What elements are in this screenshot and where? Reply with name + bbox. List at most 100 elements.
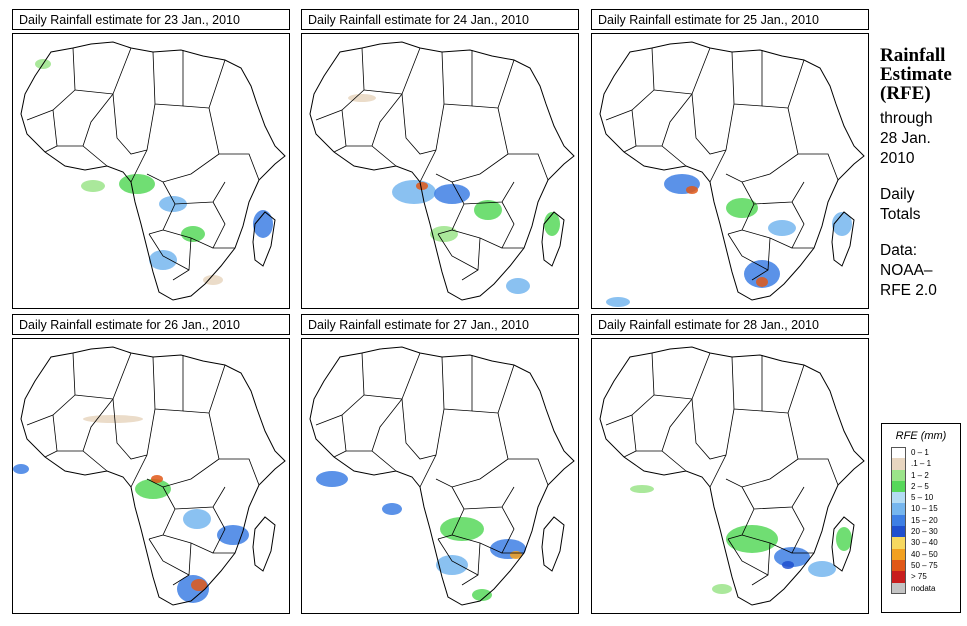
country-border xyxy=(497,412,549,486)
legend-item: 1 – 2 xyxy=(882,469,960,481)
map-panel-23-jan: Daily Rainfall estimate for 23 Jan., 201… xyxy=(12,9,290,309)
country-border xyxy=(653,47,711,95)
legend-item: 20 – 30 xyxy=(882,526,960,538)
rainfall-patch xyxy=(630,485,654,493)
country-border xyxy=(435,153,509,183)
country-border xyxy=(437,538,479,576)
panel-title: Daily Rainfall estimate for 24 Jan., 201… xyxy=(301,9,579,30)
country-border xyxy=(44,414,58,458)
africa-map xyxy=(309,346,575,606)
country-border xyxy=(761,59,805,109)
country-border xyxy=(130,103,156,183)
rainfall-patch xyxy=(434,184,470,204)
legend-swatch xyxy=(891,514,906,527)
rainfall-patch xyxy=(149,250,177,270)
through-label: through xyxy=(880,110,933,127)
country-border xyxy=(661,93,693,147)
country-border xyxy=(74,352,132,400)
main-title-line3: (RFE) xyxy=(880,83,931,104)
country-border xyxy=(363,352,421,400)
rainfall-patch xyxy=(382,503,402,515)
rainfall-patch xyxy=(217,525,249,545)
country-border xyxy=(401,93,437,155)
country-border xyxy=(152,355,184,412)
country-border xyxy=(148,233,190,271)
data-source-line1: NOAA– xyxy=(880,262,933,279)
africa-coastline xyxy=(20,346,286,606)
rainfall-map xyxy=(591,338,869,614)
country-border xyxy=(623,414,637,458)
country-border xyxy=(315,352,365,426)
africa-coastline xyxy=(599,41,865,301)
legend-label: 0 – 1 xyxy=(911,448,929,457)
map-panel-25-jan: Daily Rainfall estimate for 25 Jan., 201… xyxy=(591,9,869,309)
country-border xyxy=(26,47,76,121)
rainfall-patch xyxy=(191,579,207,591)
legend-item: 40 – 50 xyxy=(882,548,960,560)
rainfall-patch xyxy=(474,200,502,220)
africa-map xyxy=(309,41,575,301)
country-border xyxy=(371,93,403,147)
country-border xyxy=(461,237,481,281)
legend-label: 40 – 50 xyxy=(911,549,938,559)
rainfall-patch xyxy=(440,517,484,541)
rainfall-overlay xyxy=(13,415,249,603)
country-border xyxy=(691,398,727,460)
legend-label: 30 – 40 xyxy=(911,538,938,548)
country-border xyxy=(497,107,549,181)
country-borders xyxy=(309,41,575,301)
country-border xyxy=(130,408,156,488)
country-border xyxy=(371,398,403,452)
country-border xyxy=(146,458,220,488)
country-border xyxy=(437,233,479,271)
rainfall-patch xyxy=(782,561,794,569)
country-border xyxy=(741,181,805,205)
legend-item: 30 – 40 xyxy=(882,537,960,549)
country-border xyxy=(82,398,114,452)
rainfall-patch xyxy=(416,182,428,190)
through-date: 28 Jan. xyxy=(880,130,931,147)
country-border xyxy=(441,50,473,107)
rainfall-patch xyxy=(203,275,223,285)
country-border xyxy=(451,229,503,249)
africa-coastline xyxy=(309,346,575,606)
legend-label: 10 – 15 xyxy=(911,504,938,514)
legend-swatch xyxy=(891,503,906,515)
legend-swatch xyxy=(891,571,906,583)
madagascar-outline xyxy=(831,516,855,572)
side-description: Rainfall Estimate (RFE) through 28 Jan. … xyxy=(880,46,966,301)
country-border xyxy=(636,145,687,167)
panel-title: Daily Rainfall estimate for 27 Jan., 201… xyxy=(301,314,579,335)
main-title-line2: Estimate xyxy=(880,64,952,85)
country-border xyxy=(623,109,637,153)
daily-label: Daily xyxy=(880,186,915,203)
country-border xyxy=(727,538,769,576)
rainfall-patch xyxy=(832,212,852,236)
legend-title: RFE (mm) xyxy=(895,430,947,442)
country-border xyxy=(152,50,184,107)
country-borders xyxy=(20,346,286,606)
country-border xyxy=(315,47,365,121)
rainfall-patch xyxy=(756,277,768,287)
rainfall-patch xyxy=(686,186,698,194)
map-panel-27-jan: Daily Rainfall estimate for 27 Jan., 201… xyxy=(301,314,579,614)
country-border xyxy=(741,486,805,510)
legend-item: 50 – 75 xyxy=(882,559,960,572)
country-border xyxy=(333,414,347,458)
legend-label: 5 – 10 xyxy=(911,493,934,503)
country-border xyxy=(112,93,148,155)
country-border xyxy=(333,109,347,153)
country-border xyxy=(212,506,235,554)
africa-map xyxy=(599,41,865,307)
legend-swatch xyxy=(891,492,906,504)
country-border xyxy=(731,355,763,412)
country-border xyxy=(148,508,176,540)
country-border xyxy=(787,412,839,486)
rainfall-patch xyxy=(316,471,348,487)
legend-swatch xyxy=(891,537,906,549)
country-border xyxy=(727,233,769,271)
madagascar-outline xyxy=(541,516,565,572)
rainfall-map xyxy=(301,338,579,614)
legend-label: 2 – 5 xyxy=(911,481,929,491)
country-border xyxy=(709,103,735,183)
